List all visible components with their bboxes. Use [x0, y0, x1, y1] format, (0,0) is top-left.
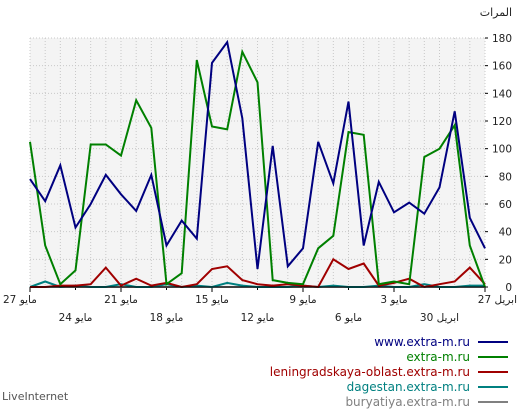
x-tick-label: 3 مايو	[380, 294, 407, 306]
brand-label: LiveInternet	[2, 390, 69, 403]
y-tick-label: 0	[505, 282, 512, 294]
y-tick-label: 120	[492, 116, 512, 128]
y-tick-label: 20	[499, 254, 512, 266]
legend-item: buryatiya.extra-m.ru	[188, 394, 508, 409]
legend-label: extra-m.ru	[406, 349, 470, 364]
grid-lines	[29, 37, 486, 288]
y-tick-labels: 0 20 40 60 80 100 120 140 160 180	[485, 33, 512, 294]
y-tick-label: 140	[492, 88, 512, 100]
legend-swatch	[478, 370, 508, 373]
legend-swatch	[478, 385, 508, 388]
x-tick-label: 9 مايو	[289, 294, 316, 306]
x-tick-labels: 27 مايو 21 مايو 15 مايو 9 مايو 3 مايو 27 ابري…	[3, 287, 517, 324]
legend-item: dagestan.extra-m.ru	[188, 379, 508, 394]
plot-area	[30, 38, 485, 287]
x-tick-label: 15 مايو	[195, 294, 229, 306]
series-line	[29, 48, 486, 288]
x-tick-label: 6 مايو	[335, 312, 362, 324]
x-tick-label: 21 مايو	[104, 294, 138, 306]
legend: www.extra-m.ru extra-m.ru leningradskaya-o…	[188, 334, 508, 409]
y-tick-label: 40	[499, 227, 512, 239]
y-tick-label: 180	[492, 33, 512, 45]
series-line	[29, 39, 486, 270]
legend-swatch	[478, 340, 508, 343]
y-tick-label: 60	[499, 199, 512, 211]
line-chart: 0 20 40 60 80 100 120 140 160 180 27 مايو 21 مايو 1…	[3, 6, 517, 324]
legend-item: leningradskaya-oblast.extra-m.ru	[188, 364, 508, 379]
y-axis-label: المرات	[480, 6, 512, 19]
x-tick-label: 24 مايو	[59, 312, 93, 324]
legend-label: www.extra-m.ru	[374, 334, 470, 349]
x-tick-label: 27 مايو	[3, 294, 37, 306]
y-tick-label: 160	[492, 61, 512, 73]
legend-swatch	[478, 355, 508, 358]
legend-label: buryatiya.extra-m.ru	[345, 394, 470, 409]
legend-label: dagestan.extra-m.ru	[346, 379, 470, 394]
x-tick-label: 27 ابريل	[478, 294, 517, 306]
legend-item: extra-m.ru	[188, 349, 508, 364]
x-tick-label: 12 مايو	[241, 312, 275, 324]
legend-swatch	[478, 400, 508, 403]
legend-item: www.extra-m.ru	[188, 334, 508, 349]
y-tick-label: 80	[499, 171, 512, 183]
x-tick-label: 18 مايو	[150, 312, 184, 324]
legend-label: leningradskaya-oblast.extra-m.ru	[269, 364, 470, 379]
y-tick-label: 100	[492, 144, 512, 156]
x-tick-label: 30 ابريل	[420, 312, 459, 324]
